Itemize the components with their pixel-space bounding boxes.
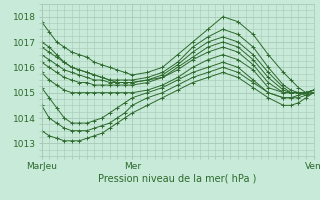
X-axis label: Pression niveau de la mer( hPa ): Pression niveau de la mer( hPa ) xyxy=(99,173,257,183)
